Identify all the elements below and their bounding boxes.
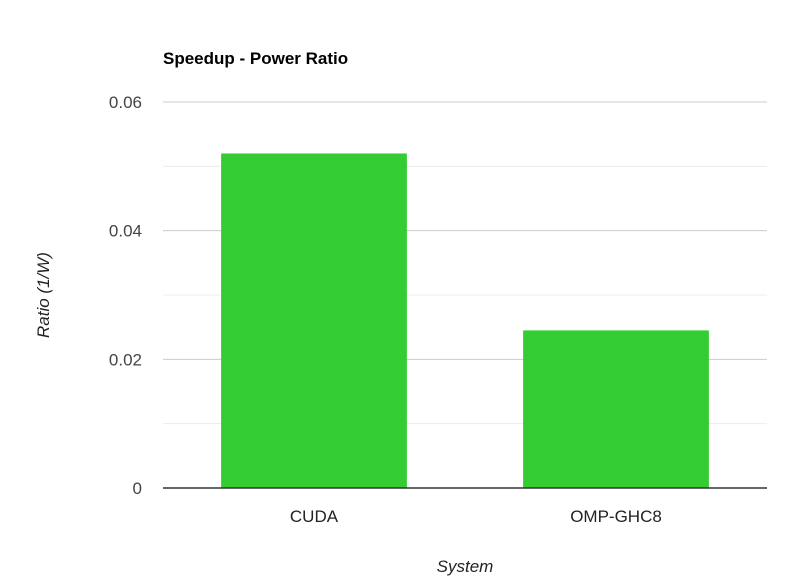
x-axis-title: System	[437, 557, 494, 576]
y-tick-label: 0.04	[109, 222, 142, 241]
chart-title: Speedup - Power Ratio	[163, 49, 348, 68]
bar-omp-ghc8	[523, 330, 709, 488]
y-axis-title: Ratio (1/W)	[34, 252, 53, 338]
x-category-labels: CUDA OMP-GHC8	[290, 507, 662, 526]
y-tick-label: 0.02	[109, 350, 142, 369]
bar-cuda	[221, 153, 407, 488]
x-category-label: CUDA	[290, 507, 339, 526]
y-tick-label: 0.06	[109, 93, 142, 112]
x-category-label: OMP-GHC8	[570, 507, 662, 526]
y-tick-label: 0	[133, 479, 142, 498]
bars	[221, 153, 709, 488]
y-tick-labels: 0 0.02 0.04 0.06	[109, 93, 142, 498]
